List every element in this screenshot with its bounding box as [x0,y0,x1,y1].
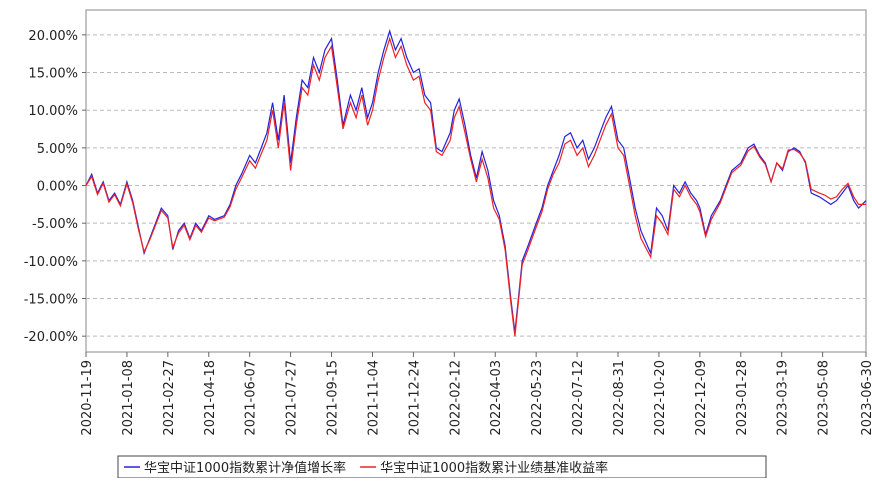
y-tick-label: -20.00% [24,330,78,345]
x-tick-label: 2021-12-24 [407,360,422,436]
y-tick-label: 20.00% [28,29,78,44]
y-tick-label: 10.00% [28,104,78,119]
x-tick-label: 2021-11-04 [366,360,381,436]
legend-label: 华宝中证1000指数累计净值增长率 [144,460,346,476]
x-tick-label: 2022-07-12 [571,360,586,436]
x-tick-label: 2022-12-09 [694,360,709,436]
x-tick-label: 2023-01-28 [735,360,750,436]
x-tick-label: 2022-10-20 [653,360,668,436]
x-tick-label: 2022-05-23 [530,360,545,436]
x-tick-label: 2022-04-03 [489,360,504,436]
y-tick-label: -15.00% [24,293,78,308]
series-line [85,29,867,333]
x-tick-label: 2021-07-27 [285,360,300,436]
plot-frame [85,9,867,353]
x-tick-label: 2021-04-18 [203,360,218,436]
x-tick-label: 2021-09-15 [326,360,341,436]
x-tick-label: 2020-11-19 [80,360,95,436]
legend: 华宝中证1000指数累计净值增长率 华宝中证1000指数累计业绩基准收益率 [117,455,767,479]
x-tick-label: 2023-06-30 [860,360,872,436]
y-tick-label: 15.00% [28,67,78,82]
x-tick-label: 2022-02-12 [448,360,463,436]
x-tick-label: 2023-03-19 [776,360,791,436]
y-tick-label: -10.00% [24,255,78,270]
legend-label: 华宝中证1000指数累计业绩基准收益率 [380,460,608,476]
series-line [85,36,866,337]
x-tick-label: 2021-01-08 [121,360,136,436]
x-tick-label: 2021-06-07 [244,360,259,436]
x-tick-label: 2023-05-08 [817,360,832,436]
y-tick-label: 0.00% [37,180,78,195]
y-tick-label: 5.00% [37,142,78,157]
x-tick-label: 2021-02-27 [162,360,177,436]
y-tick-label: -5.00% [32,217,78,232]
x-tick-label: 2022-08-31 [612,360,627,436]
